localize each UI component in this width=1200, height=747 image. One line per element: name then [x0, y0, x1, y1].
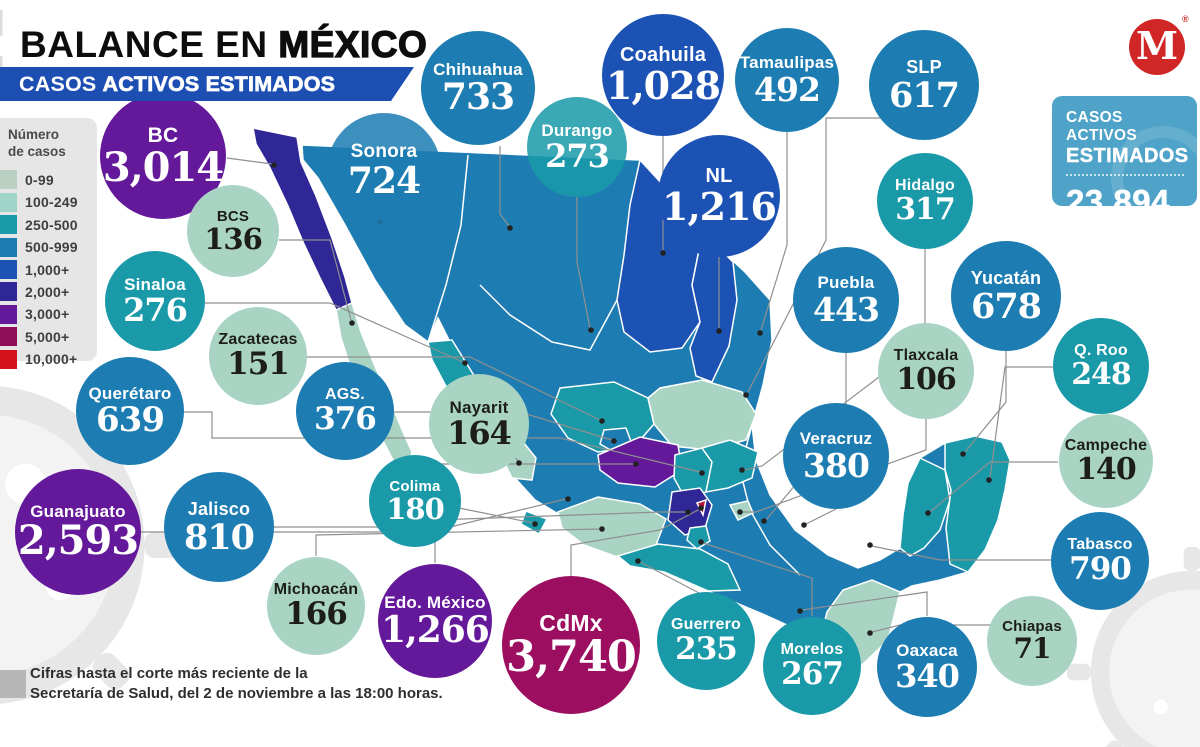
map-region-baja-california-sur	[335, 301, 413, 470]
total-cases-box: CASOS ACTIVOS ESTIMADOS 23,894	[1052, 96, 1197, 206]
legend-item: 2,000+	[0, 281, 97, 303]
milenio-logo: M	[1129, 19, 1185, 75]
legend-swatch	[0, 349, 17, 369]
legend-swatch	[0, 215, 17, 235]
page-title: BALANCE EN MÉXICO	[20, 23, 428, 65]
legend-panel: Número de casos 0-99 100-249 250-500 500-999…	[0, 118, 97, 369]
legend-label: 250-500	[25, 216, 78, 233]
total-box-label-2: ESTIMADOS	[1066, 145, 1189, 167]
total-box-label-1: CASOS ACTIVOS	[1066, 109, 1137, 144]
banner-text-bold: ACTIVOS ESTIMADOS	[102, 71, 336, 96]
legend-swatch	[0, 282, 17, 302]
legend-item: 0-99	[0, 169, 97, 191]
legend-label: 0-99	[25, 171, 54, 188]
logo-letter: M	[1135, 22, 1179, 68]
legend-label: 500-999	[25, 239, 78, 256]
legend-item: 100-249	[0, 191, 97, 213]
page-title-emphasis: MÉXICO	[278, 23, 428, 65]
total-cases-value: 23,894	[1066, 183, 1170, 206]
dotted-divider	[1066, 174, 1184, 176]
note-bullet-square	[0, 670, 26, 698]
source-note: Cifras hasta el corte más reciente de la…	[30, 665, 443, 702]
legend-item: 250-500	[0, 214, 97, 236]
subtitle-banner: CASOS ACTIVOS ESTIMADOS	[0, 67, 414, 101]
legend-swatch	[0, 304, 17, 324]
map-region-quintana-roo	[944, 435, 1011, 573]
map-region-guerrero	[616, 543, 742, 592]
banner-text-normal: CASOS	[19, 71, 97, 96]
legend-swatch	[0, 192, 17, 212]
map-region-nuevo-leon	[689, 244, 738, 383]
map-region-slp	[647, 379, 757, 451]
legend-title: Número de casos	[8, 127, 66, 159]
legend-label: 5,000+	[25, 328, 70, 345]
map-region-guanajuato	[597, 436, 683, 488]
legend-swatch	[0, 237, 17, 257]
map-region-hidalgo	[700, 439, 759, 493]
legend-item: 3,000+	[0, 303, 97, 325]
legend-swatch	[0, 260, 17, 279]
legend-label: 3,000+	[25, 306, 70, 323]
legend-item: 1,000+	[0, 258, 97, 280]
registered-mark: ®	[1182, 14, 1189, 24]
legend-rows: 0-99 100-249 250-500 500-999 1,000+ 2,000+ 3,0…	[0, 169, 97, 371]
legend-item: 10,000+	[0, 348, 97, 370]
legend-label: 100-249	[25, 194, 78, 211]
legend-label: 2,000+	[25, 283, 70, 300]
legend-label: 1,000+	[25, 261, 70, 278]
legend-item: 500-999	[0, 236, 97, 258]
legend-label: 10,000+	[25, 351, 78, 368]
legend-swatch	[0, 170, 17, 190]
map-region-campeche	[899, 456, 951, 557]
legend-item: 5,000+	[0, 325, 97, 347]
legend-swatch	[0, 327, 17, 347]
